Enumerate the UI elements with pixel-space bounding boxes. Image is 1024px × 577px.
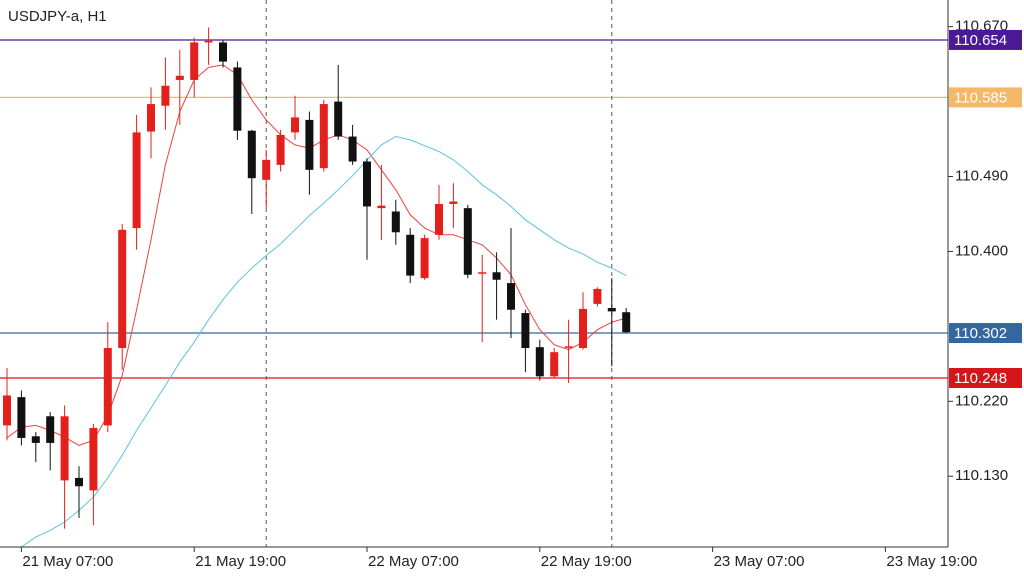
- x-tick-label: 23 May 19:00: [886, 553, 977, 570]
- candle-body: [262, 159, 271, 180]
- x-tick-label: 21 May 19:00: [195, 553, 286, 570]
- candle-body: [535, 347, 544, 377]
- candles: [3, 27, 631, 529]
- candle-body: [478, 272, 487, 274]
- candle-body: [377, 205, 386, 209]
- candle-body: [147, 104, 155, 132]
- candle-body: [463, 208, 472, 275]
- candle-body: [406, 234, 415, 276]
- price-level-tag: [949, 87, 1022, 108]
- candle-body: [305, 119, 314, 170]
- candle-body: [607, 308, 616, 312]
- moving-average-line: [21, 135, 627, 548]
- candle-body: [89, 427, 98, 491]
- candle-body: [348, 136, 357, 162]
- x-tick-label: 22 May 07:00: [368, 553, 459, 570]
- y-tick-label: 110.130: [955, 467, 1008, 484]
- price-level-label: 110.654: [954, 32, 1007, 49]
- price-level-label: 110.248: [954, 370, 1007, 387]
- candle-body: [276, 134, 285, 165]
- candle-body: [118, 229, 127, 349]
- candle-body: [31, 436, 40, 443]
- candle-body: [521, 313, 530, 349]
- candle-body: [17, 397, 26, 438]
- levels: [0, 39, 948, 379]
- x-tick-label: 21 May 07:00: [22, 553, 113, 570]
- candle-body: [204, 40, 213, 43]
- candle-body: [334, 101, 343, 137]
- price-level-tag: [949, 367, 1022, 388]
- candle-body: [420, 238, 429, 279]
- candle-body: [449, 201, 458, 204]
- candle-body: [3, 395, 11, 426]
- candle-body: [291, 117, 299, 133]
- price-level-label: 110.302: [954, 325, 1007, 342]
- candle-body: [60, 416, 69, 481]
- y-tick-label: 110.490: [955, 167, 1008, 184]
- price-level-label: 110.585: [954, 89, 1007, 106]
- candle-body: [593, 288, 602, 304]
- candle-body: [435, 203, 443, 235]
- candle-body: [550, 352, 559, 377]
- y-tick-label: 110.400: [955, 242, 1008, 259]
- price-level-tag: [949, 323, 1022, 344]
- candle-body: [363, 161, 371, 207]
- candle-body: [579, 308, 587, 349]
- y-tick-label: 110.220: [955, 392, 1008, 409]
- candle-body: [175, 75, 184, 80]
- candle-body: [319, 104, 328, 169]
- candle-body: [161, 85, 170, 106]
- candle-body: [219, 42, 227, 62]
- candle-body: [132, 132, 141, 229]
- candle-body: [190, 42, 199, 80]
- candle-body: [103, 348, 112, 426]
- candle-body: [564, 346, 573, 348]
- chart-title: USDJPY-a, H1: [8, 8, 107, 25]
- candle-body: [507, 283, 515, 310]
- candle-body: [391, 211, 400, 233]
- candle-body: [46, 416, 55, 443]
- x-tick-label: 22 May 19:00: [541, 553, 632, 570]
- candle-body: [247, 130, 256, 179]
- candle-body: [233, 67, 242, 131]
- candle-body: [492, 272, 501, 280]
- x-tick-label: 23 May 07:00: [714, 553, 805, 570]
- price-level-tag: [949, 29, 1022, 50]
- candle-body: [622, 312, 631, 333]
- candle-body: [75, 477, 83, 487]
